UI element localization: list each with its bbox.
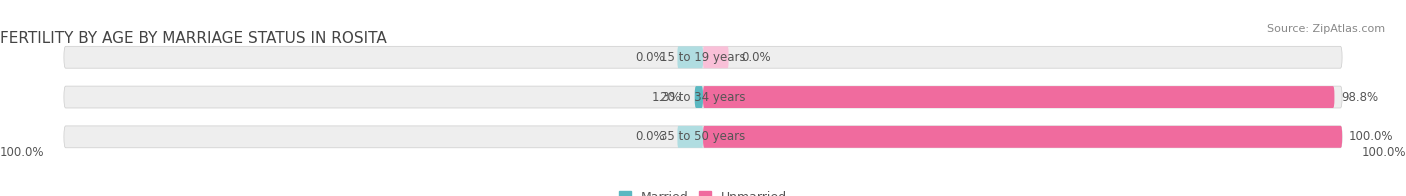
FancyBboxPatch shape <box>703 46 728 68</box>
Text: FERTILITY BY AGE BY MARRIAGE STATUS IN ROSITA: FERTILITY BY AGE BY MARRIAGE STATUS IN R… <box>0 31 387 46</box>
Legend: Married, Unmarried: Married, Unmarried <box>619 191 787 196</box>
Text: 100.0%: 100.0% <box>1361 146 1406 159</box>
FancyBboxPatch shape <box>703 126 1343 148</box>
FancyBboxPatch shape <box>63 86 1343 108</box>
Text: 20 to 34 years: 20 to 34 years <box>661 91 745 103</box>
Text: 1.3%: 1.3% <box>652 91 682 103</box>
Text: 15 to 19 years: 15 to 19 years <box>661 51 745 64</box>
Text: 100.0%: 100.0% <box>0 146 45 159</box>
FancyBboxPatch shape <box>63 126 1343 148</box>
FancyBboxPatch shape <box>63 46 1343 68</box>
Text: 35 to 50 years: 35 to 50 years <box>661 130 745 143</box>
FancyBboxPatch shape <box>703 86 1334 108</box>
Text: 98.8%: 98.8% <box>1341 91 1378 103</box>
Text: 100.0%: 100.0% <box>1348 130 1393 143</box>
Text: 0.0%: 0.0% <box>636 51 665 64</box>
FancyBboxPatch shape <box>678 126 703 148</box>
Text: 0.0%: 0.0% <box>636 130 665 143</box>
FancyBboxPatch shape <box>678 46 703 68</box>
Text: Source: ZipAtlas.com: Source: ZipAtlas.com <box>1267 24 1385 34</box>
FancyBboxPatch shape <box>695 86 703 108</box>
Text: 0.0%: 0.0% <box>741 51 770 64</box>
